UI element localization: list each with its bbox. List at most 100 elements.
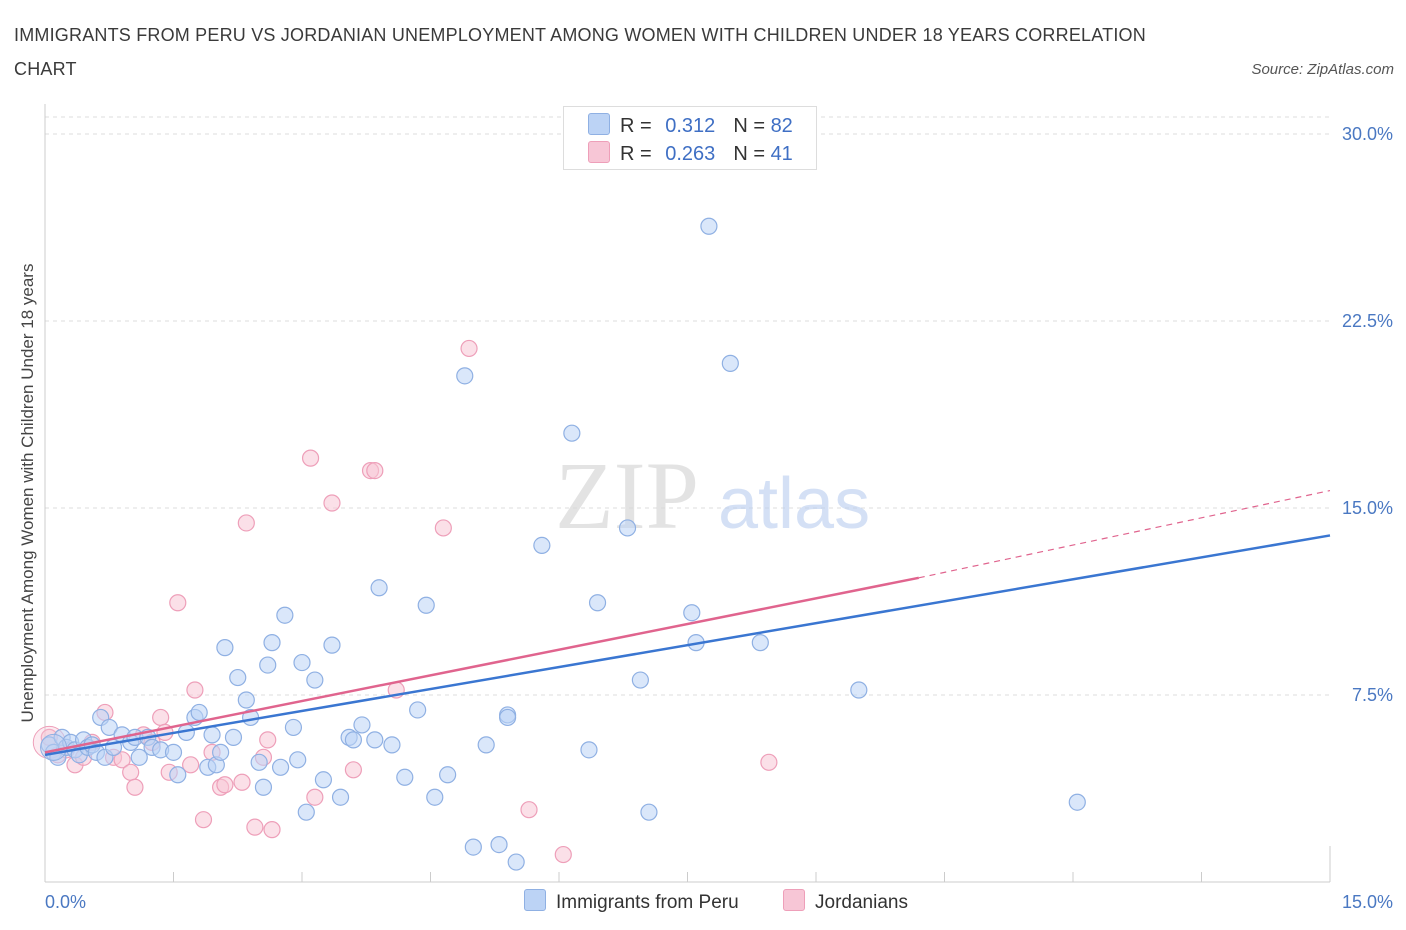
peru-point: [293, 653, 311, 672]
legend-swatch-jordan: [588, 141, 610, 163]
peru-point: [580, 741, 598, 759]
jordan-point: [554, 845, 572, 864]
peru-point: [464, 838, 482, 856]
peru-point: [130, 748, 148, 766]
peru-point: [456, 367, 474, 385]
peru-point: [289, 751, 307, 769]
jordan-point: [169, 594, 187, 612]
peru-point: [426, 788, 444, 806]
legend-n-value-jordan: 41: [770, 143, 793, 165]
peru-point: [284, 718, 303, 737]
peru-point: [254, 778, 273, 796]
legend-n-value-peru: 82: [770, 115, 793, 137]
peru-point: [850, 681, 868, 699]
jordan-point: [323, 494, 341, 512]
legend-row-peru: R = 0.312 N = 82: [588, 113, 793, 139]
legend-row-jordan: R = 0.263 N = 41: [588, 141, 793, 167]
y-tick-label: 7.5%: [1352, 685, 1393, 705]
peru-point: [353, 716, 371, 734]
peru-point: [631, 671, 649, 689]
peru-point: [100, 718, 118, 737]
peru-point: [323, 636, 341, 654]
peru-point: [314, 771, 333, 789]
peru-point: [563, 424, 581, 442]
jordan-point: [186, 681, 204, 699]
peru-point: [190, 703, 208, 722]
peru-point: [344, 731, 362, 749]
peru-point: [490, 835, 508, 854]
trend-lines: [44, 489, 1331, 757]
bottom-legend-swatch-jordan: [783, 889, 805, 911]
peru-point: [588, 594, 607, 612]
trend-line-jordan-extension: [918, 489, 1331, 579]
peru-point: [721, 354, 739, 372]
peru-point: [439, 766, 457, 784]
chart-source: Source: ZipAtlas.com: [1251, 61, 1394, 78]
jordan-point: [126, 778, 144, 796]
jordan-point: [760, 753, 778, 771]
peru-point: [383, 736, 401, 754]
peru-point: [751, 634, 769, 652]
peru-point: [499, 708, 517, 727]
peru-point: [331, 788, 350, 806]
y-axis-label: Unemployment Among Women with Children U…: [18, 264, 37, 723]
peru-point: [276, 606, 294, 624]
peru-point: [507, 853, 525, 871]
jordan-point: [216, 776, 234, 794]
trend-line-jordan: [44, 576, 920, 754]
jordan-point: [122, 763, 140, 781]
peru-point: [259, 656, 277, 674]
peru-point: [306, 671, 324, 689]
tick-labels: 7.5% 15.0% 22.5% 30.0% 0.0% 15.0%: [45, 124, 1393, 912]
jordan-point: [520, 801, 538, 819]
bottom-legend-jordan: Jordanians: [783, 889, 908, 914]
x-tick-label: 15.0%: [1342, 892, 1393, 912]
peru-point: [212, 743, 230, 761]
legend-r-label-jordan: R =: [620, 143, 652, 165]
peru-point: [683, 604, 701, 622]
peru-point: [169, 766, 187, 784]
peru-point: [263, 634, 281, 652]
jordan-point: [301, 449, 320, 467]
jordan-point: [344, 761, 362, 779]
legend-n-label-peru: N =: [733, 115, 765, 137]
peru-point: [237, 691, 255, 709]
bottom-legend-label-peru: Immigrants from Peru: [556, 892, 739, 913]
peru-point: [640, 803, 658, 821]
peru-point: [203, 726, 221, 744]
peru-point: [1068, 793, 1086, 811]
peru-point: [229, 668, 247, 687]
y-tick-label: 15.0%: [1342, 498, 1393, 518]
peru-point: [366, 731, 384, 749]
bottom-legend-label-jordan: Jordanians: [815, 892, 908, 913]
watermark-atlas: atlas: [718, 464, 870, 544]
jordan-point: [434, 519, 452, 537]
legend-n-label-jordan: N =: [733, 143, 765, 165]
legend-r-value-peru: 0.312: [665, 115, 716, 137]
jordan-point: [194, 811, 213, 829]
jordan-point: [152, 708, 170, 727]
legend-swatch-peru: [588, 113, 610, 135]
jordan-point: [460, 339, 478, 358]
jordan-point: [233, 773, 251, 791]
peru-point: [224, 728, 243, 746]
peru-point: [164, 743, 183, 761]
peru-point: [533, 536, 551, 555]
bottom-legend-peru: Immigrants from Peru: [524, 889, 739, 914]
trend-line-peru: [44, 534, 1331, 757]
peru-point: [271, 758, 290, 776]
peru-point-cluster: [40, 733, 68, 761]
jordan-point: [237, 514, 255, 532]
jordan-point: [306, 788, 324, 806]
correlation-legend: R = 0.312 N = 82 R = 0.263 N = 41: [563, 106, 817, 170]
legend-r-label-peru: R =: [620, 115, 652, 137]
jordan-point: [366, 462, 384, 480]
peru-point: [396, 768, 414, 786]
peru-point: [477, 736, 495, 754]
peru-point: [216, 639, 234, 657]
legend-r-value-jordan: 0.263: [665, 143, 716, 165]
chart-title: IMMIGRANTS FROM PERU VS JORDANIAN UNEMPL…: [14, 25, 1146, 79]
y-tick-label: 30.0%: [1342, 124, 1393, 144]
peru-point: [370, 579, 388, 597]
